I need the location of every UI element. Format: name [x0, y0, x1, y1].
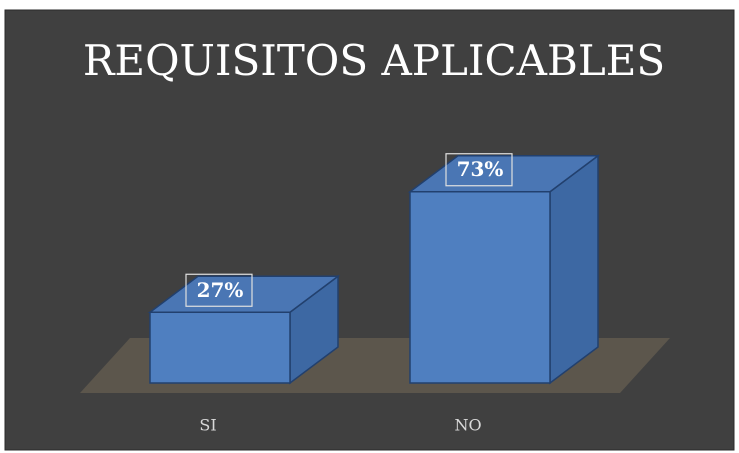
- chart-title: REQUISITOS APLICABLES: [83, 36, 665, 85]
- x-tick-label: SI: [199, 416, 216, 435]
- bar-front: [409, 190, 551, 384]
- bar-front: [149, 311, 291, 384]
- value-label-box: [445, 153, 513, 187]
- value-label: 27%: [197, 278, 244, 302]
- bar-side: [549, 154, 599, 385]
- x-tick-label: NO: [454, 416, 481, 435]
- value-label-box: [185, 273, 253, 307]
- value-label: 73%: [457, 157, 504, 181]
